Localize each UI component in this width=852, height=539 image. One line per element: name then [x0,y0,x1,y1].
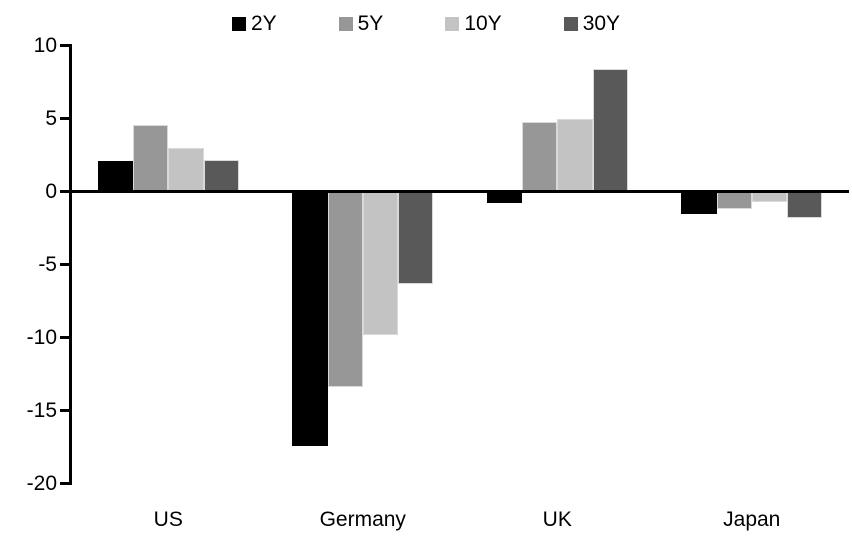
y-axis-tick-label: -10 [26,325,57,349]
y-axis-tick [60,336,69,340]
y-axis-tick [60,44,69,48]
legend-swatch-10y-icon [445,17,460,31]
legend-swatch-30y-icon [563,17,578,31]
bar-us-10y [168,147,204,192]
legend-item-5y: 5Y [338,11,384,37]
y-axis-tick [60,190,69,194]
bar-uk-30y [592,69,628,192]
bar-us-5y [133,124,169,192]
bar-germany-5y [327,191,363,388]
y-axis-tick-label: -15 [26,398,57,422]
bar-us-30y [203,159,239,192]
bar-germany-30y [398,191,434,284]
legend-label: 30Y [582,12,621,35]
chart-legend: 2Y 5Y 10Y 30Y [0,11,852,37]
y-axis-tick-label: 0 [45,179,57,203]
y-axis-line [69,44,72,486]
legend-label: 10Y [464,12,502,35]
bar-uk-10y [557,118,593,192]
x-axis-label-germany: Germany [319,508,406,531]
x-axis-zero-line [69,190,849,194]
y-axis-tick-label: 5 [45,106,57,130]
bar-japan-30y [787,191,823,218]
y-axis-tick [60,482,69,486]
y-axis-tick-label: -20 [26,471,57,495]
legend-item-2y: 2Y [231,11,277,37]
legend-item-10y: 10Y [445,11,502,37]
legend-swatch-5y-icon [338,17,353,31]
x-axis-label-us: US [153,508,183,531]
bar-us-2y [97,161,133,192]
y-axis-tick [60,263,69,267]
legend-swatch-2y-icon [231,17,246,31]
bar-germany-10y [362,191,398,335]
bar-japan-10y [751,191,787,202]
bar-uk-5y [522,121,558,192]
bar-japan-5y [716,191,752,210]
x-axis-label-uk: UK [542,508,572,531]
bar-japan-2y [681,191,717,214]
bar-germany-2y [292,191,328,446]
x-axis-label-japan: Japan [723,508,781,531]
y-axis-tick [60,117,69,121]
y-axis-tick-label: -5 [38,252,57,276]
legend-label: 5Y [357,12,384,35]
legend-label: 2Y [250,12,277,35]
y-axis-tick-label: 10 [33,33,57,57]
bar-uk-2y [486,191,522,204]
y-axis-tick [60,409,69,413]
legend-item-30y: 30Y [563,11,621,37]
